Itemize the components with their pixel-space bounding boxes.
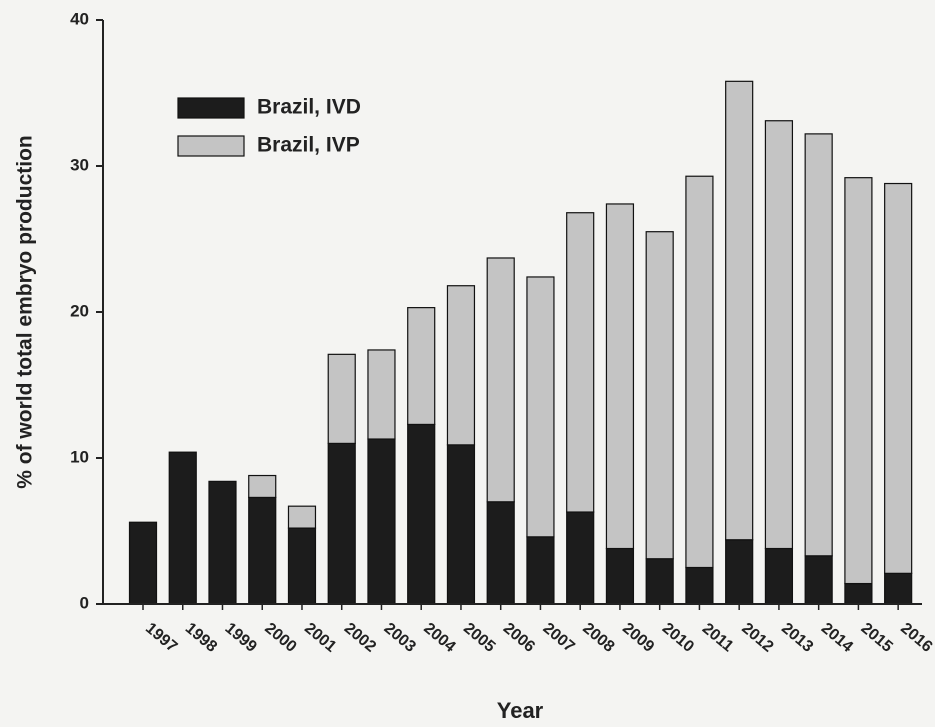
y-tick-label: 30 [70,155,89,174]
bar-segment [208,480,237,605]
x-tick-label: 2005 [460,620,498,656]
bar-segment [287,505,317,529]
x-tick-label: 2000 [261,620,299,656]
bar-segment [367,438,396,605]
bar-segment [168,451,197,605]
y-tick-label: 20 [70,301,89,320]
bar-segment [764,547,794,605]
bar-segment [327,353,356,444]
bar-segment [884,572,913,605]
x-tick-label: 2009 [619,620,657,656]
bar-segment [287,527,317,605]
legend-swatch [177,97,245,119]
x-tick-label: 2001 [301,620,339,656]
bar-segment [446,285,476,446]
bar-segment [725,80,754,541]
bar-segment [685,175,714,569]
x-tick-label: 2006 [500,620,538,656]
y-tick-label: 10 [70,447,89,466]
bar-segment [367,349,396,440]
x-tick-label: 2010 [659,620,697,656]
bar-segment [526,276,555,538]
x-tick-label: 1997 [142,620,180,656]
legend-label: Brazil, IVP [257,134,360,157]
bar-segment [407,423,436,605]
bar-segment [884,182,913,574]
bar-segment [248,496,277,605]
bar-segment [605,547,635,605]
legend-label: Brazil, IVD [257,96,361,119]
bar-segment [605,203,635,550]
bar-segment [645,558,674,605]
x-tick-label: 1998 [182,620,220,656]
bar-segment [645,231,674,560]
x-tick-label: 2007 [540,620,578,656]
bar-segment [248,474,277,499]
x-tick-label: 2004 [420,620,458,656]
bar-segment [725,539,754,605]
x-tick-label: 2011 [699,620,737,655]
bar-segment [446,444,476,605]
bar-segment [764,120,794,550]
bar-segment [486,501,515,605]
bar-segment [407,307,436,426]
x-tick-label: 2012 [738,620,776,656]
bar-segment [128,521,158,605]
y-axis-title: % of world total embryo production [14,135,37,489]
x-axis-title: Year [497,698,544,723]
x-tick-label: 2003 [381,620,419,656]
bar-segment [327,442,356,605]
bar-segment [526,536,555,605]
x-tick-label: 2008 [579,620,617,656]
x-tick-label: 1999 [222,620,260,656]
bar-segment [685,566,714,605]
y-tick-label: 0 [80,593,89,612]
bar-segment [566,511,595,605]
x-tick-label: 2015 [857,620,895,656]
bar-segment [844,582,873,605]
x-tick-label: 2014 [818,620,856,656]
x-tick-label: 2013 [778,620,816,656]
bar-segment [566,212,595,513]
bar-segment [486,257,515,503]
legend-swatch [177,135,245,157]
bar-segment [804,133,833,557]
y-tick-label: 40 [70,9,89,28]
bar-segment [844,177,873,585]
bar-segment [804,555,833,605]
x-tick-label: 2016 [897,620,935,656]
x-tick-label: 2002 [341,620,379,656]
